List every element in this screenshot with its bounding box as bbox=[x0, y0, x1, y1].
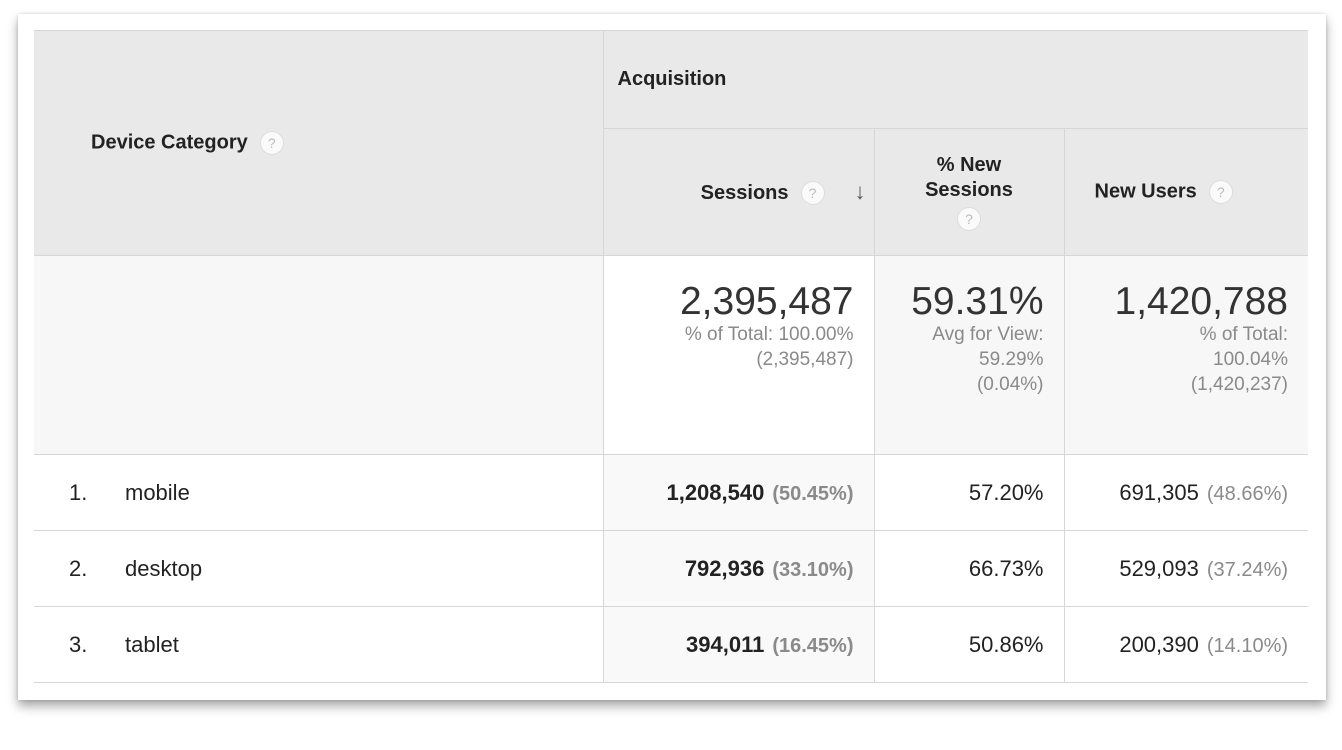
new-users-pct: (37.24%) bbox=[1206, 558, 1289, 581]
sessions-value: 394,011 bbox=[686, 631, 765, 657]
new-users-pct: (14.10%) bbox=[1206, 634, 1289, 657]
help-icon[interactable]: ? bbox=[957, 207, 981, 231]
header-new-users-label: New Users bbox=[1094, 180, 1197, 203]
sessions-pct: (33.10%) bbox=[772, 558, 854, 581]
sort-descending-icon[interactable]: ↓ bbox=[854, 178, 866, 204]
new-sessions-cell: 66.73% bbox=[873, 530, 1065, 607]
help-icon[interactable]: ? bbox=[1208, 180, 1233, 204]
header-sessions[interactable]: Sessions? ↓ bbox=[602, 128, 875, 256]
new-sessions-cell: 57.20% bbox=[873, 454, 1065, 531]
totals-new-users-total: (1,420,237) bbox=[1190, 374, 1289, 395]
totals-new-sessions: 59.31% Avg for View: 59.29% (0.04%) bbox=[873, 255, 1065, 455]
totals-new-users: 1,420,788 % of Total: 100.04% (1,420,237… bbox=[1063, 255, 1309, 455]
totals-new-sessions-avg: 59.29% bbox=[979, 349, 1044, 370]
totals-new-sessions-label: Avg for View: bbox=[932, 324, 1044, 345]
header-new-sessions[interactable]: % New Sessions? bbox=[873, 128, 1065, 256]
row-rank: 1. bbox=[69, 479, 88, 505]
new-users-pct: (48.66%) bbox=[1206, 482, 1289, 505]
device-cell[interactable]: 3. tablet bbox=[34, 606, 604, 683]
header-new-sessions-label: % New Sessions bbox=[925, 154, 1013, 201]
device-cell[interactable]: 1. mobile bbox=[34, 454, 604, 531]
sessions-cell: 792,936 (33.10%) bbox=[602, 530, 875, 607]
report-table: Device Category? Acquisition Sessions? ↓ … bbox=[34, 30, 1309, 683]
totals-row: 2,395,487 % of Total: 100.00% (2,395,487… bbox=[34, 255, 1309, 455]
sessions-cell: 394,011 (16.45%) bbox=[602, 606, 875, 683]
row-rank: 2. bbox=[69, 555, 88, 581]
totals-new-users-pct: 100.04% bbox=[1213, 349, 1289, 370]
device-link[interactable]: tablet bbox=[125, 631, 179, 657]
new-sessions-cell: 50.86% bbox=[873, 606, 1065, 683]
header-sessions-label: Sessions bbox=[700, 181, 789, 204]
help-icon[interactable]: ? bbox=[259, 131, 284, 155]
table-row: 2. desktop 792,936 (33.10%) 66.73% 529,093… bbox=[34, 530, 1309, 607]
row-rank: 3. bbox=[69, 631, 88, 657]
header-acquisition: Acquisition bbox=[602, 30, 1309, 129]
sessions-cell: 1,208,540 (50.45%) bbox=[602, 454, 875, 531]
device-cell[interactable]: 2. desktop bbox=[34, 530, 604, 607]
device-link[interactable]: mobile bbox=[125, 479, 190, 505]
sessions-pct: (50.45%) bbox=[772, 482, 854, 505]
new-users-value: 529,093 bbox=[1119, 555, 1199, 581]
help-icon[interactable]: ? bbox=[800, 181, 825, 206]
new-users-value: 200,390 bbox=[1119, 631, 1199, 657]
new-users-cell: 200,390 (14.10%) bbox=[1063, 606, 1309, 683]
device-link[interactable]: desktop bbox=[125, 555, 203, 581]
new-users-cell: 529,093 (37.24%) bbox=[1063, 530, 1309, 607]
totals-new-sessions-value: 59.31% bbox=[911, 280, 1044, 323]
sessions-value: 792,936 bbox=[684, 555, 765, 581]
table-row: 1. mobile 1,208,540 (50.45%) 57.20% 691,30… bbox=[34, 454, 1309, 531]
totals-sessions-value: 2,395,487 bbox=[679, 280, 854, 323]
new-users-cell: 691,305 (48.66%) bbox=[1063, 454, 1309, 531]
totals-new-users-value: 1,420,788 bbox=[1114, 280, 1289, 323]
table-row: 3. tablet 394,011 (16.45%) 50.86% 200,390 (… bbox=[34, 606, 1309, 683]
header-device-category[interactable]: Device Category? bbox=[34, 30, 604, 256]
totals-sessions-pct: % of Total: 100.00% bbox=[684, 324, 854, 345]
sessions-value: 1,208,540 bbox=[666, 479, 765, 505]
sessions-pct: (16.45%) bbox=[772, 634, 854, 657]
totals-new-users-label: % of Total: bbox=[1199, 324, 1289, 345]
totals-sessions-total: (2,395,487) bbox=[756, 349, 854, 370]
new-users-value: 691,305 bbox=[1119, 479, 1199, 505]
header-device-category-label: Device Category bbox=[91, 131, 248, 154]
totals-sessions: 2,395,487 % of Total: 100.00% (2,395,487… bbox=[602, 255, 875, 455]
totals-label-cell bbox=[34, 255, 604, 455]
header-new-users[interactable]: New Users? bbox=[1063, 128, 1309, 256]
totals-new-sessions-diff: (0.04%) bbox=[976, 374, 1044, 395]
